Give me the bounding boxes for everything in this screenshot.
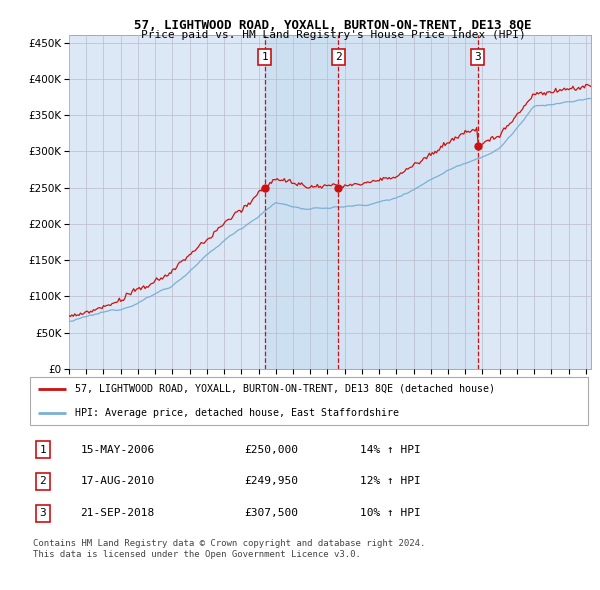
Text: 1: 1: [40, 445, 46, 455]
Text: 3: 3: [40, 508, 46, 518]
Text: Contains HM Land Registry data © Crown copyright and database right 2024.
This d: Contains HM Land Registry data © Crown c…: [32, 539, 425, 559]
Text: 21-SEP-2018: 21-SEP-2018: [80, 508, 155, 518]
Bar: [265, 35, 338, 369]
Text: 10% ↑ HPI: 10% ↑ HPI: [360, 508, 421, 518]
Text: 14% ↑ HPI: 14% ↑ HPI: [360, 445, 421, 455]
Text: £249,950: £249,950: [244, 477, 298, 486]
FancyBboxPatch shape: [30, 378, 588, 425]
Text: 2: 2: [40, 477, 46, 486]
Text: 17-AUG-2010: 17-AUG-2010: [80, 477, 155, 486]
Text: £307,500: £307,500: [244, 508, 298, 518]
Text: 2: 2: [335, 52, 341, 62]
Text: 3: 3: [474, 52, 481, 62]
Text: Price paid vs. HM Land Registry's House Price Index (HPI): Price paid vs. HM Land Registry's House …: [140, 30, 526, 40]
Text: 15-MAY-2006: 15-MAY-2006: [80, 445, 155, 455]
Text: 12% ↑ HPI: 12% ↑ HPI: [360, 477, 421, 486]
Bar: [338, 35, 478, 369]
Text: £250,000: £250,000: [244, 445, 298, 455]
Text: 57, LIGHTWOOD ROAD, YOXALL, BURTON-ON-TRENT, DE13 8QE: 57, LIGHTWOOD ROAD, YOXALL, BURTON-ON-TR…: [134, 19, 532, 32]
Text: HPI: Average price, detached house, East Staffordshire: HPI: Average price, detached house, East…: [75, 408, 399, 418]
Text: 57, LIGHTWOOD ROAD, YOXALL, BURTON-ON-TRENT, DE13 8QE (detached house): 57, LIGHTWOOD ROAD, YOXALL, BURTON-ON-TR…: [75, 384, 495, 394]
Text: 1: 1: [262, 52, 268, 62]
